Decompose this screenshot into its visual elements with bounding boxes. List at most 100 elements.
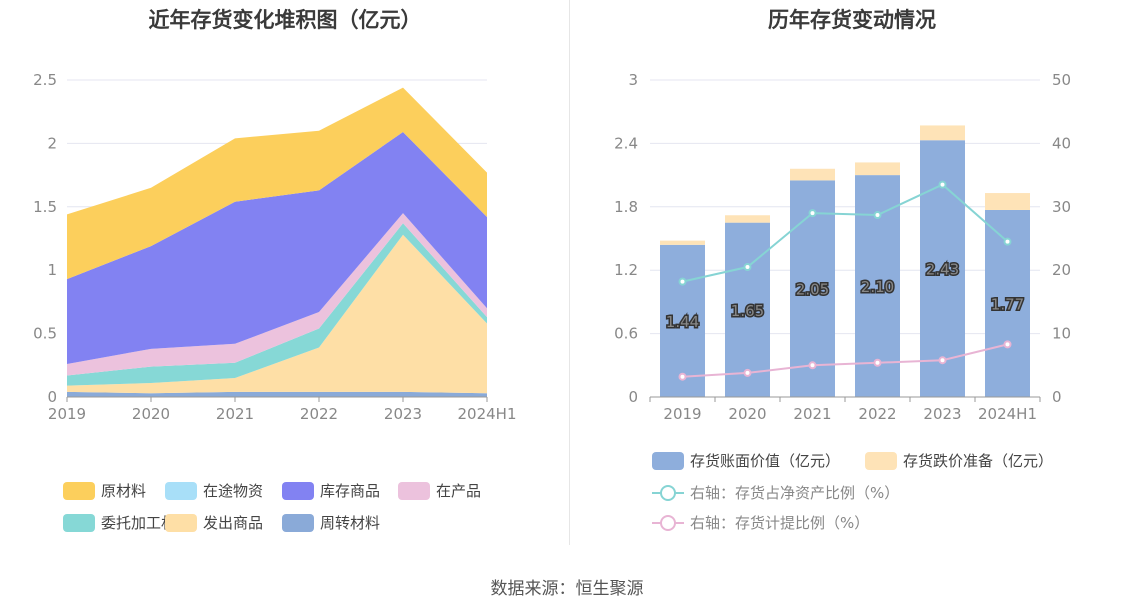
line-point [938, 180, 947, 189]
legend-item-右轴：存货占净资产比例（%）[interactable]: 右轴：存货占净资产比例（%） [652, 482, 899, 503]
line-point [808, 209, 817, 218]
line-point [678, 372, 687, 381]
bar-book-value [725, 222, 770, 397]
y2-tick-label: 0 [1052, 388, 1062, 406]
stacked-area-panel: 近年存货变化堆积图（亿元） 0 0.5 1 1.5 2 2.5 2019 2020 2021 20… [0, 0, 570, 560]
bar-line-panel: 历年存货变动情况 0 0.6 1.2 1.8 2.4 3 0 10 20 30 40 50 1.44 1.… [570, 0, 1134, 560]
y2-tick-label: 40 [1052, 134, 1071, 152]
bar-provision [855, 162, 900, 176]
line-point [873, 358, 882, 367]
area-series-在产品 [67, 213, 487, 376]
bar-provision [660, 240, 705, 245]
legend-swatch [398, 481, 430, 500]
x-tick-label: 2020 [728, 405, 766, 423]
bar-data-label: 2.43 [926, 261, 959, 279]
y-tick-label: 1.8 [614, 198, 638, 216]
y2-tick-label: 10 [1052, 325, 1071, 343]
data-source: 数据来源：恒生聚源 [490, 579, 644, 599]
x-tick-label: 2021 [216, 405, 254, 423]
y-tick-label: 3 [628, 71, 638, 89]
bar-data-label: 1.44 [666, 313, 699, 331]
bar-provision [725, 215, 770, 223]
legend-swatch [652, 514, 684, 532]
line-point [743, 263, 752, 272]
y-tick-label: 0 [628, 388, 638, 406]
legend-swatch [165, 481, 197, 500]
bar-provision [920, 125, 965, 141]
y-tick-label: 1.5 [33, 198, 57, 216]
line-series [682, 183, 1009, 283]
legend-swatch [63, 513, 95, 532]
legend-label: 原材料 [101, 482, 147, 500]
panel-divider [569, 0, 570, 545]
line-point [808, 361, 817, 370]
y-tick-label: 0 [47, 388, 57, 406]
legend-label: 在产品 [436, 482, 482, 500]
y-tick-label: 1 [47, 261, 57, 279]
line-point [1003, 237, 1012, 246]
x-tick-label: 2019 [663, 405, 701, 423]
y2-tick-label: 50 [1052, 71, 1071, 89]
legend-item-周转材料[interactable]: 周转材料 [282, 512, 380, 533]
legend-label: 右轴：存货计提比例（%） [690, 514, 870, 532]
x-tick-label: 2024H1 [458, 405, 517, 423]
legend-swatch [165, 513, 197, 532]
bar-data-label: 2.10 [861, 278, 894, 296]
line-point [678, 277, 687, 286]
legend-label: 发出商品 [203, 514, 264, 532]
y-tick-label: 0.6 [614, 325, 638, 343]
legend-item-在途物资[interactable]: 在途物资 [165, 480, 263, 501]
legend-label: 周转材料 [320, 514, 381, 532]
line-point [743, 368, 752, 377]
right-chart-title: 历年存货变动情况 [768, 8, 936, 32]
area-series-周转材料 [67, 391, 487, 397]
legend-label: 存货跌价准备（亿元） [903, 452, 1054, 470]
line-point [1003, 340, 1012, 349]
area-series-发出商品 [67, 234, 487, 394]
legend-item-原材料[interactable]: 原材料 [63, 480, 146, 501]
x-tick-label: 2021 [793, 405, 831, 423]
y-tick-label: 2.4 [614, 134, 638, 152]
bar-data-label: 1.77 [991, 295, 1024, 313]
legend-swatch [282, 481, 314, 500]
legend-label: 库存商品 [320, 482, 381, 500]
x-tick-label: 2019 [48, 405, 86, 423]
area-series-委托加工材料 [67, 223, 487, 386]
x-tick-label: 2020 [132, 405, 170, 423]
legend-item-库存商品[interactable]: 库存商品 [282, 480, 380, 501]
bar-provision [790, 168, 835, 181]
y2-tick-label: 30 [1052, 198, 1071, 216]
legend-item-右轴：存货计提比例（%）[interactable]: 右轴：存货计提比例（%） [652, 512, 869, 533]
area-series-库存商品 [67, 131, 487, 365]
area-series-原材料 [67, 87, 487, 280]
stacked-area-chart: 0 0.5 1 1.5 2 2.5 2019 2020 2021 2022 2023 2024H1 [33, 71, 517, 423]
line-point [873, 211, 882, 220]
y-tick-label: 2.5 [33, 71, 57, 89]
legend-label: 右轴：存货占净资产比例（%） [690, 484, 900, 502]
bar-provision [985, 193, 1030, 210]
y-tick-label: 1.2 [614, 261, 638, 279]
y-tick-label: 2 [47, 134, 57, 152]
legend-item-存货账面价值（亿元）[interactable]: 存货账面价值（亿元） [652, 450, 840, 471]
legend-swatch [63, 481, 95, 500]
x-tick-label: 2023 [923, 405, 961, 423]
legend-swatch [652, 484, 684, 502]
legend-item-发出商品[interactable]: 发出商品 [165, 512, 263, 533]
y2-tick-label: 20 [1052, 261, 1071, 279]
line-point [938, 356, 947, 365]
legend-item-在产品[interactable]: 在产品 [398, 480, 481, 501]
bar-data-label: 2.05 [796, 281, 829, 299]
bar-data-label: 1.65 [731, 302, 764, 320]
x-tick-label: 2024H1 [978, 405, 1037, 423]
x-tick-label: 2022 [300, 405, 338, 423]
legend-swatch [865, 451, 897, 470]
x-tick-label: 2023 [384, 405, 422, 423]
legend-label: 在途物资 [203, 482, 264, 500]
left-chart-title: 近年存货变化堆积图（亿元） [148, 8, 422, 32]
legend-label: 存货账面价值（亿元） [690, 452, 841, 470]
legend-item-存货跌价准备（亿元）[interactable]: 存货跌价准备（亿元） [865, 450, 1053, 471]
x-tick-label: 2022 [858, 405, 896, 423]
bar-book-value [660, 244, 705, 397]
y-tick-label: 0.5 [33, 325, 57, 343]
